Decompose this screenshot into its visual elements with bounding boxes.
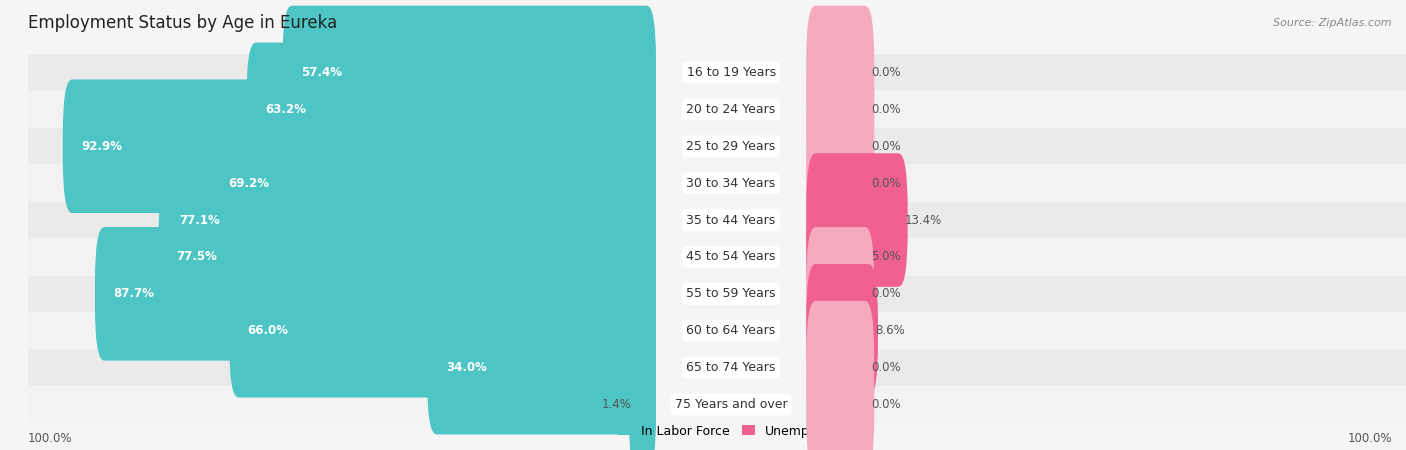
Text: 16 to 19 Years: 16 to 19 Years [686, 66, 776, 79]
Text: 8.6%: 8.6% [875, 324, 904, 337]
Text: 100.0%: 100.0% [28, 432, 73, 446]
Text: 0.0%: 0.0% [872, 103, 901, 116]
Text: 0.0%: 0.0% [872, 140, 901, 153]
Text: 60 to 64 Years: 60 to 64 Years [686, 324, 776, 337]
Text: 75 Years and over: 75 Years and over [675, 398, 787, 411]
FancyBboxPatch shape [209, 117, 657, 250]
FancyBboxPatch shape [806, 6, 875, 139]
FancyBboxPatch shape [815, 239, 1406, 275]
FancyBboxPatch shape [815, 54, 1406, 90]
FancyBboxPatch shape [815, 165, 1406, 201]
FancyBboxPatch shape [806, 43, 875, 176]
Text: 1.4%: 1.4% [602, 398, 631, 411]
FancyBboxPatch shape [806, 264, 877, 397]
Legend: In Labor Force, Unemployed: In Labor Force, Unemployed [613, 419, 849, 443]
FancyBboxPatch shape [246, 43, 657, 176]
Text: 66.0%: 66.0% [247, 324, 288, 337]
Text: 77.1%: 77.1% [179, 214, 219, 226]
FancyBboxPatch shape [815, 91, 1406, 127]
Text: 100.0%: 100.0% [1347, 432, 1392, 446]
Text: 5.0%: 5.0% [872, 251, 901, 263]
FancyBboxPatch shape [28, 165, 647, 201]
Text: 0.0%: 0.0% [872, 66, 901, 79]
FancyBboxPatch shape [815, 387, 1406, 423]
Text: 30 to 34 Years: 30 to 34 Years [686, 177, 776, 189]
FancyBboxPatch shape [96, 227, 657, 360]
FancyBboxPatch shape [815, 202, 1406, 238]
FancyBboxPatch shape [63, 80, 657, 213]
FancyBboxPatch shape [157, 190, 657, 324]
Text: Employment Status by Age in Eureka: Employment Status by Age in Eureka [28, 14, 337, 32]
FancyBboxPatch shape [28, 313, 647, 349]
FancyBboxPatch shape [28, 387, 647, 423]
Text: 65 to 74 Years: 65 to 74 Years [686, 361, 776, 374]
Text: 25 to 29 Years: 25 to 29 Years [686, 140, 776, 153]
Text: 20 to 24 Years: 20 to 24 Years [686, 103, 776, 116]
FancyBboxPatch shape [806, 153, 908, 287]
Text: 45 to 54 Years: 45 to 54 Years [686, 251, 776, 263]
FancyBboxPatch shape [806, 190, 875, 324]
FancyBboxPatch shape [28, 350, 647, 386]
Text: 0.0%: 0.0% [872, 361, 901, 374]
Text: 69.2%: 69.2% [228, 177, 269, 189]
Text: 35 to 44 Years: 35 to 44 Years [686, 214, 776, 226]
FancyBboxPatch shape [815, 128, 1406, 164]
FancyBboxPatch shape [815, 313, 1406, 349]
Text: 13.4%: 13.4% [904, 214, 942, 226]
Text: 0.0%: 0.0% [872, 398, 901, 411]
FancyBboxPatch shape [28, 202, 647, 238]
Text: 92.9%: 92.9% [82, 140, 122, 153]
FancyBboxPatch shape [806, 80, 875, 213]
FancyBboxPatch shape [28, 91, 647, 127]
Text: 77.5%: 77.5% [177, 251, 218, 263]
FancyBboxPatch shape [427, 301, 657, 434]
FancyBboxPatch shape [628, 338, 657, 450]
Text: 0.0%: 0.0% [872, 288, 901, 300]
FancyBboxPatch shape [815, 276, 1406, 312]
FancyBboxPatch shape [815, 350, 1406, 386]
Text: 55 to 59 Years: 55 to 59 Years [686, 288, 776, 300]
Text: 87.7%: 87.7% [114, 288, 155, 300]
Text: Source: ZipAtlas.com: Source: ZipAtlas.com [1274, 18, 1392, 28]
Text: 63.2%: 63.2% [266, 103, 307, 116]
Text: 57.4%: 57.4% [301, 66, 342, 79]
FancyBboxPatch shape [806, 338, 875, 450]
FancyBboxPatch shape [28, 54, 647, 90]
FancyBboxPatch shape [806, 301, 875, 434]
FancyBboxPatch shape [28, 128, 647, 164]
FancyBboxPatch shape [806, 117, 875, 250]
FancyBboxPatch shape [160, 153, 657, 287]
FancyBboxPatch shape [28, 239, 647, 275]
FancyBboxPatch shape [806, 227, 875, 360]
FancyBboxPatch shape [28, 276, 647, 312]
Text: 0.0%: 0.0% [872, 177, 901, 189]
FancyBboxPatch shape [283, 6, 657, 139]
Text: 34.0%: 34.0% [446, 361, 486, 374]
FancyBboxPatch shape [229, 264, 657, 397]
